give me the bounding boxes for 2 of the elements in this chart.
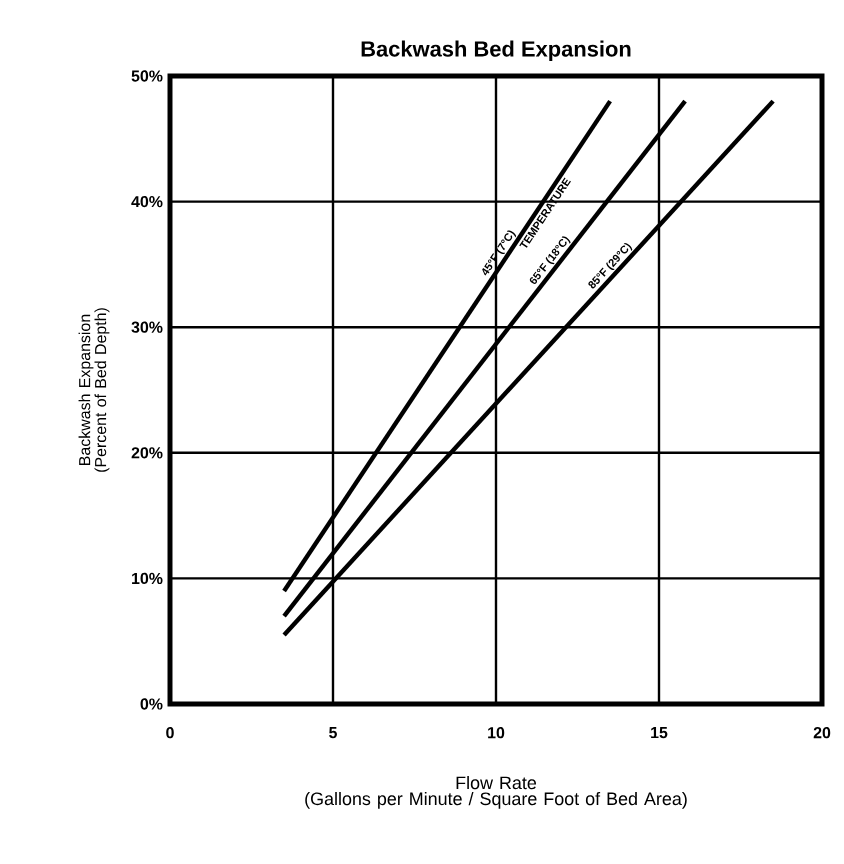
x-axis-title: Flow Rate (Gallons per Minute / Square Foot of Bed Area) [305,776,687,809]
chart-title: Backwash Bed Expansion [361,40,631,61]
